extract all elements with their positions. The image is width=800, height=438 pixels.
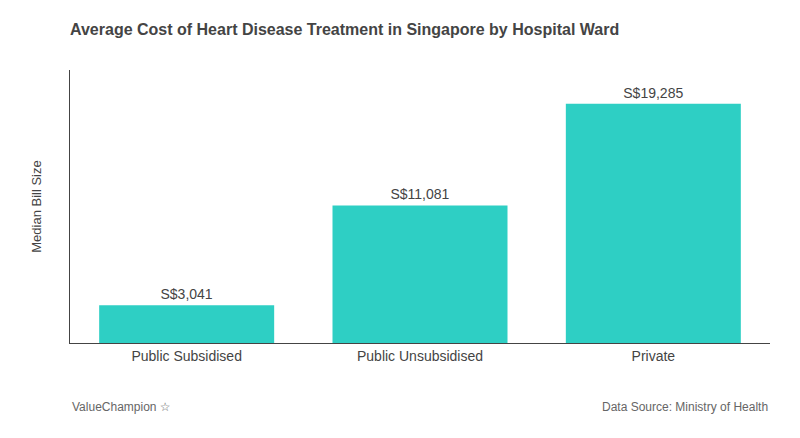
svg-text:ValueChampion ☆: ValueChampion ☆ <box>72 400 171 414</box>
svg-text:S$11,081: S$11,081 <box>390 186 449 202</box>
svg-text:Private: Private <box>632 348 676 364</box>
svg-text:Data Source: Ministry of Healt: Data Source: Ministry of Health <box>602 400 768 414</box>
svg-text:Public Subsidised: Public Subsidised <box>131 348 242 364</box>
svg-text:S$3,041: S$3,041 <box>160 286 212 302</box>
svg-text:Public Unsubsidised: Public Unsubsidised <box>357 348 483 364</box>
svg-text:S$19,285: S$19,285 <box>623 85 683 101</box>
svg-text:Median Bill Size: Median Bill Size <box>29 160 44 253</box>
svg-text:Average Cost of Heart Disease: Average Cost of Heart Disease Treatment … <box>70 21 619 38</box>
